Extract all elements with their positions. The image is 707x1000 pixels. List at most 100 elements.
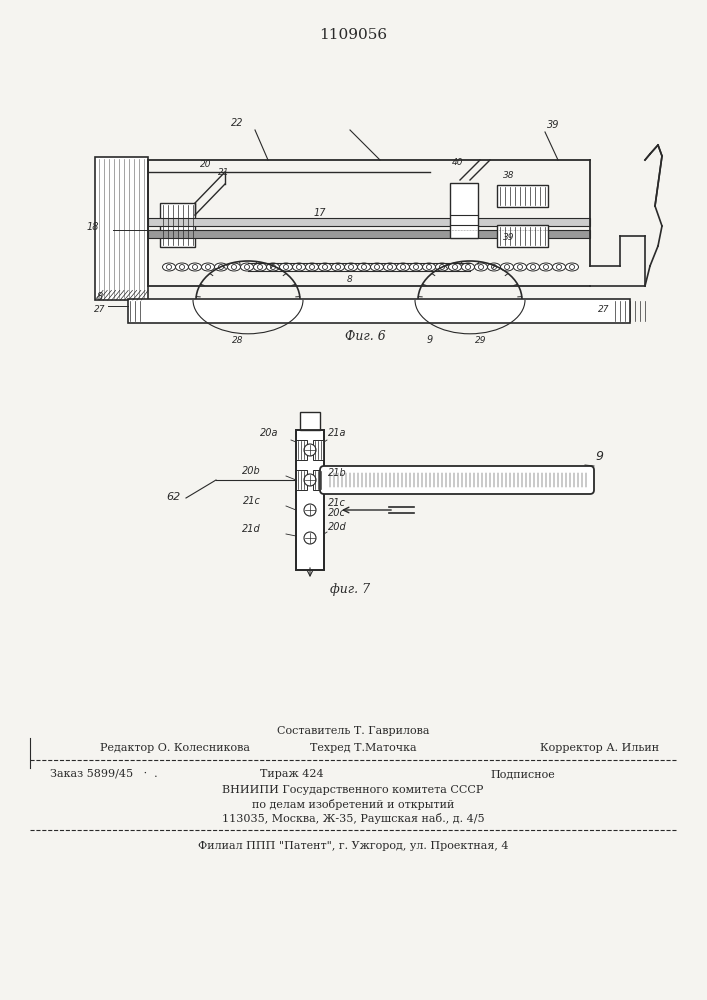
Bar [296, 470, 307, 490]
Bar [313, 440, 324, 460]
Circle shape [245, 264, 250, 269]
Circle shape [426, 264, 431, 269]
Ellipse shape [462, 263, 474, 271]
Circle shape [491, 264, 496, 269]
Bar [160, 203, 195, 247]
Text: Тираж 424: Тираж 424 [260, 769, 324, 779]
Text: 21a: 21a [328, 428, 346, 438]
Text: 20d: 20d [328, 522, 346, 532]
Ellipse shape [397, 263, 409, 271]
Ellipse shape [370, 263, 383, 271]
Text: 20b: 20b [243, 466, 261, 476]
Text: 21c: 21c [243, 496, 261, 506]
Ellipse shape [501, 263, 513, 271]
Bar [296, 430, 324, 570]
Ellipse shape [240, 263, 254, 271]
Ellipse shape [267, 263, 279, 271]
Bar [300, 412, 320, 430]
Ellipse shape [254, 263, 267, 271]
Ellipse shape [436, 263, 448, 271]
Circle shape [387, 264, 392, 269]
FancyBboxPatch shape [320, 466, 594, 494]
Bar [128, 299, 630, 323]
Circle shape [322, 264, 327, 269]
Circle shape [296, 264, 301, 269]
Ellipse shape [488, 263, 501, 271]
Ellipse shape [305, 263, 318, 271]
Text: Фиг. 6: Фиг. 6 [344, 330, 385, 343]
Circle shape [452, 264, 457, 269]
Ellipse shape [175, 263, 189, 271]
Ellipse shape [409, 263, 423, 271]
Text: Заказ 5899/45   ·  .: Заказ 5899/45 · . [50, 769, 158, 779]
Text: 9: 9 [595, 450, 603, 463]
Ellipse shape [552, 263, 566, 271]
Text: 40: 40 [452, 158, 464, 167]
Text: 29: 29 [475, 336, 486, 345]
Circle shape [206, 264, 211, 269]
Text: Подписное: Подписное [490, 769, 555, 779]
Text: 39: 39 [547, 120, 559, 130]
Ellipse shape [527, 263, 539, 271]
Circle shape [518, 264, 522, 269]
Circle shape [180, 264, 185, 269]
Circle shape [375, 264, 380, 269]
Ellipse shape [163, 263, 175, 271]
Text: 9: 9 [427, 335, 433, 345]
Text: 20c: 20c [328, 508, 346, 518]
Ellipse shape [228, 263, 240, 271]
Circle shape [284, 264, 288, 269]
Text: 8: 8 [347, 275, 353, 284]
Circle shape [440, 264, 445, 269]
Ellipse shape [293, 263, 305, 271]
Ellipse shape [189, 263, 201, 271]
Ellipse shape [383, 263, 397, 271]
Ellipse shape [474, 263, 488, 271]
Text: 20a: 20a [259, 428, 278, 438]
Bar [296, 430, 324, 570]
Circle shape [530, 264, 535, 269]
Circle shape [310, 264, 315, 269]
Bar [148, 218, 590, 226]
Text: по делам изобретений и открытий: по делам изобретений и открытий [252, 798, 454, 810]
Circle shape [570, 264, 575, 269]
Text: 28: 28 [233, 336, 244, 345]
Text: 38: 38 [503, 171, 515, 180]
Text: 21: 21 [218, 168, 230, 177]
Ellipse shape [279, 263, 293, 271]
Circle shape [556, 264, 561, 269]
Circle shape [167, 264, 172, 269]
Circle shape [400, 264, 406, 269]
Text: 27: 27 [598, 305, 609, 314]
Ellipse shape [423, 263, 436, 271]
Ellipse shape [201, 263, 214, 271]
Ellipse shape [566, 263, 578, 271]
Ellipse shape [332, 263, 344, 271]
Ellipse shape [344, 263, 358, 271]
Circle shape [192, 264, 197, 269]
Circle shape [465, 264, 470, 269]
Circle shape [544, 264, 549, 269]
Text: 27: 27 [94, 305, 106, 314]
Text: фиг. 7: фиг. 7 [330, 583, 370, 596]
Text: Редактор О. Колесникова: Редактор О. Колесникова [100, 743, 250, 753]
Text: 21b: 21b [328, 468, 346, 478]
Text: 62: 62 [167, 492, 181, 502]
Bar [450, 183, 478, 238]
Circle shape [349, 264, 354, 269]
Circle shape [361, 264, 366, 269]
Bar [497, 225, 548, 247]
Circle shape [231, 264, 237, 269]
Circle shape [304, 532, 316, 544]
Circle shape [304, 474, 316, 486]
Text: 21c: 21c [328, 498, 346, 508]
Circle shape [271, 264, 276, 269]
Circle shape [479, 264, 484, 269]
Text: 17: 17 [314, 208, 326, 218]
Text: Составитель Т. Гаврилова: Составитель Т. Гаврилова [276, 726, 429, 736]
Circle shape [414, 264, 419, 269]
Text: 21d: 21d [243, 524, 261, 534]
Text: Филиал ППП "Патент", г. Ужгород, ул. Проектная, 4: Филиал ППП "Патент", г. Ужгород, ул. Про… [198, 841, 508, 851]
Text: 113035, Москва, Ж-35, Раушская наб., д. 4/5: 113035, Москва, Ж-35, Раушская наб., д. … [222, 812, 484, 824]
Text: Техред Т.Маточка: Техред Т.Маточка [310, 743, 416, 753]
